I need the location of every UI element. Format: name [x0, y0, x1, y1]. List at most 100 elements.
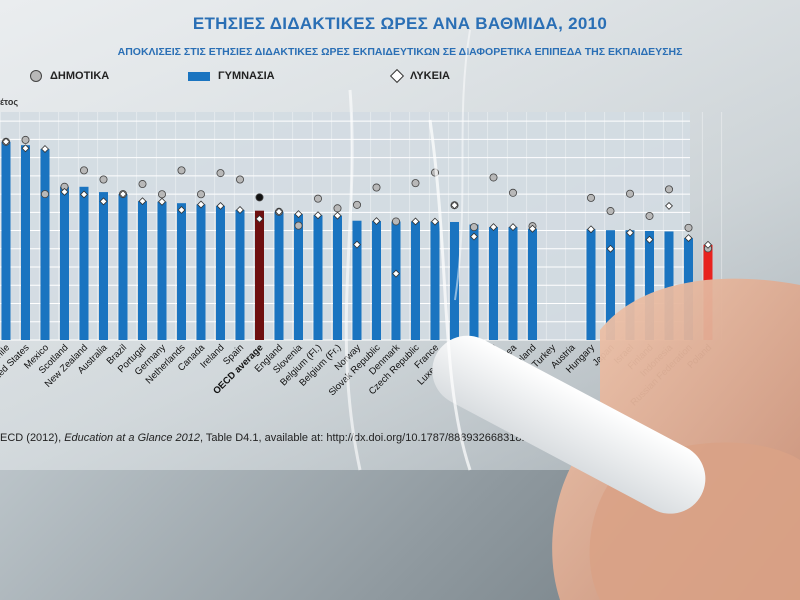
upper-secondary-point	[294, 210, 303, 219]
upper-secondary-point	[158, 197, 166, 206]
y-axis-label: έτος	[0, 97, 19, 107]
bar	[99, 192, 108, 340]
upper-secondary-point	[197, 200, 205, 209]
upper-secondary-point	[60, 187, 69, 196]
legend-label-lower-secondary: ΓΥΜΝΑΣΙΑ	[218, 70, 275, 82]
primary-point	[352, 200, 361, 209]
bar	[586, 229, 596, 340]
primary-point	[99, 175, 108, 184]
bar	[255, 210, 264, 340]
primary-point	[684, 223, 693, 232]
bar	[508, 227, 518, 340]
upper-secondary-point	[314, 211, 322, 220]
primary-point	[41, 190, 50, 199]
bar	[411, 221, 420, 340]
primary-point	[469, 223, 478, 232]
bar	[333, 215, 342, 340]
legend-label-upper-secondary: ΛΥΚΕΙΑ	[410, 70, 450, 82]
bar	[372, 221, 381, 340]
chart-markers	[2, 135, 713, 278]
upper-secondary-point	[275, 207, 283, 216]
bar	[645, 230, 654, 340]
upper-secondary-point	[2, 137, 10, 146]
upper-secondary-point	[411, 217, 420, 226]
primary-point	[391, 217, 400, 226]
primary-point	[138, 180, 147, 189]
upper-secondary-point	[684, 234, 693, 243]
upper-secondary-point	[704, 240, 712, 249]
primary-point	[430, 168, 439, 177]
bar	[625, 230, 635, 340]
upper-secondary-point	[587, 225, 595, 234]
upper-secondary-point	[80, 190, 88, 199]
primary-point	[196, 190, 205, 199]
circle-marker-icon	[30, 70, 42, 82]
legend-item-primary: ΔΗΜΟΤΙΚΑ	[30, 70, 109, 82]
upper-secondary-point	[119, 190, 127, 199]
upper-secondary-point	[41, 145, 49, 153]
upper-secondary-point	[99, 197, 108, 206]
bar	[391, 221, 401, 340]
primary-point	[157, 190, 166, 199]
upper-secondary-point	[470, 232, 478, 241]
source-suffix: , Table D4.1, available at: http://dx.do…	[199, 432, 525, 444]
primary-point	[235, 175, 244, 184]
upper-secondary-point	[255, 214, 264, 223]
x-tick-label: Japan	[591, 342, 617, 368]
bar	[352, 220, 362, 340]
bar	[157, 201, 167, 340]
primary-point	[177, 166, 186, 175]
bar	[1, 141, 11, 340]
chart-subtitle: ΑΠΟΚΛΙΣΕΙΣ ΣΤΙΣ ΕΤΗΣΙΕΣ ΔΙΔΑΚΤΙΚΕΣ ΩΡΕΣ …	[117, 46, 683, 58]
upper-secondary-point	[177, 205, 186, 214]
upper-secondary-point	[333, 211, 342, 220]
bar	[469, 224, 479, 340]
source-prefix: ECD (2012),	[0, 432, 65, 444]
bar	[196, 204, 206, 340]
legend-item-lower-secondary: ΓΥΜΝΑΣΙΑ	[188, 70, 275, 82]
upper-secondary-point	[606, 244, 615, 253]
primary-point	[411, 179, 420, 188]
bar	[703, 244, 713, 340]
primary-point	[80, 166, 89, 175]
primary-point	[372, 183, 381, 192]
upper-secondary-point	[236, 205, 244, 214]
primary-point	[216, 169, 225, 178]
primary-point	[255, 193, 264, 202]
upper-secondary-point	[372, 217, 381, 226]
legend-label-primary: ΔΗΜΟΤΙΚΑ	[50, 70, 110, 82]
bar	[450, 221, 459, 340]
bar	[138, 201, 147, 340]
bar	[40, 149, 50, 340]
bar	[489, 227, 498, 340]
bar	[664, 231, 674, 340]
upper-secondary-point	[216, 201, 225, 210]
legend: ΔΗΜΟΤΙΚΑ ΓΥΜΝΑΣΙΑ ΛΥΚΕΙΑ	[0, 68, 800, 90]
bar	[118, 194, 128, 340]
upper-secondary-point	[138, 197, 147, 206]
bar	[430, 221, 440, 340]
upper-secondary-point	[392, 269, 400, 278]
primary-point	[21, 135, 30, 144]
bar-marker-icon	[188, 71, 210, 81]
primary-point	[665, 185, 674, 194]
bar	[313, 215, 323, 340]
primary-point	[606, 207, 615, 216]
bar	[60, 186, 69, 340]
upper-secondary-point	[626, 228, 634, 237]
bar	[177, 203, 186, 340]
bar	[294, 214, 303, 340]
upper-secondary-point	[21, 144, 30, 153]
bar	[21, 145, 30, 340]
bar	[235, 209, 245, 340]
bar	[528, 228, 537, 340]
primary-point	[587, 193, 596, 202]
bar	[79, 186, 89, 340]
upper-secondary-point	[645, 235, 654, 244]
primary-point	[313, 194, 322, 203]
primary-point	[626, 189, 635, 198]
chart-title: ΕΤΗΣΙΕΣ ΔΙΔΑΚΤΙΚΕΣ ΩΡΕΣ ΑΝΑ ΒΑΘΜΙΔΑ, 201…	[192, 14, 608, 33]
primary-point	[294, 221, 303, 230]
